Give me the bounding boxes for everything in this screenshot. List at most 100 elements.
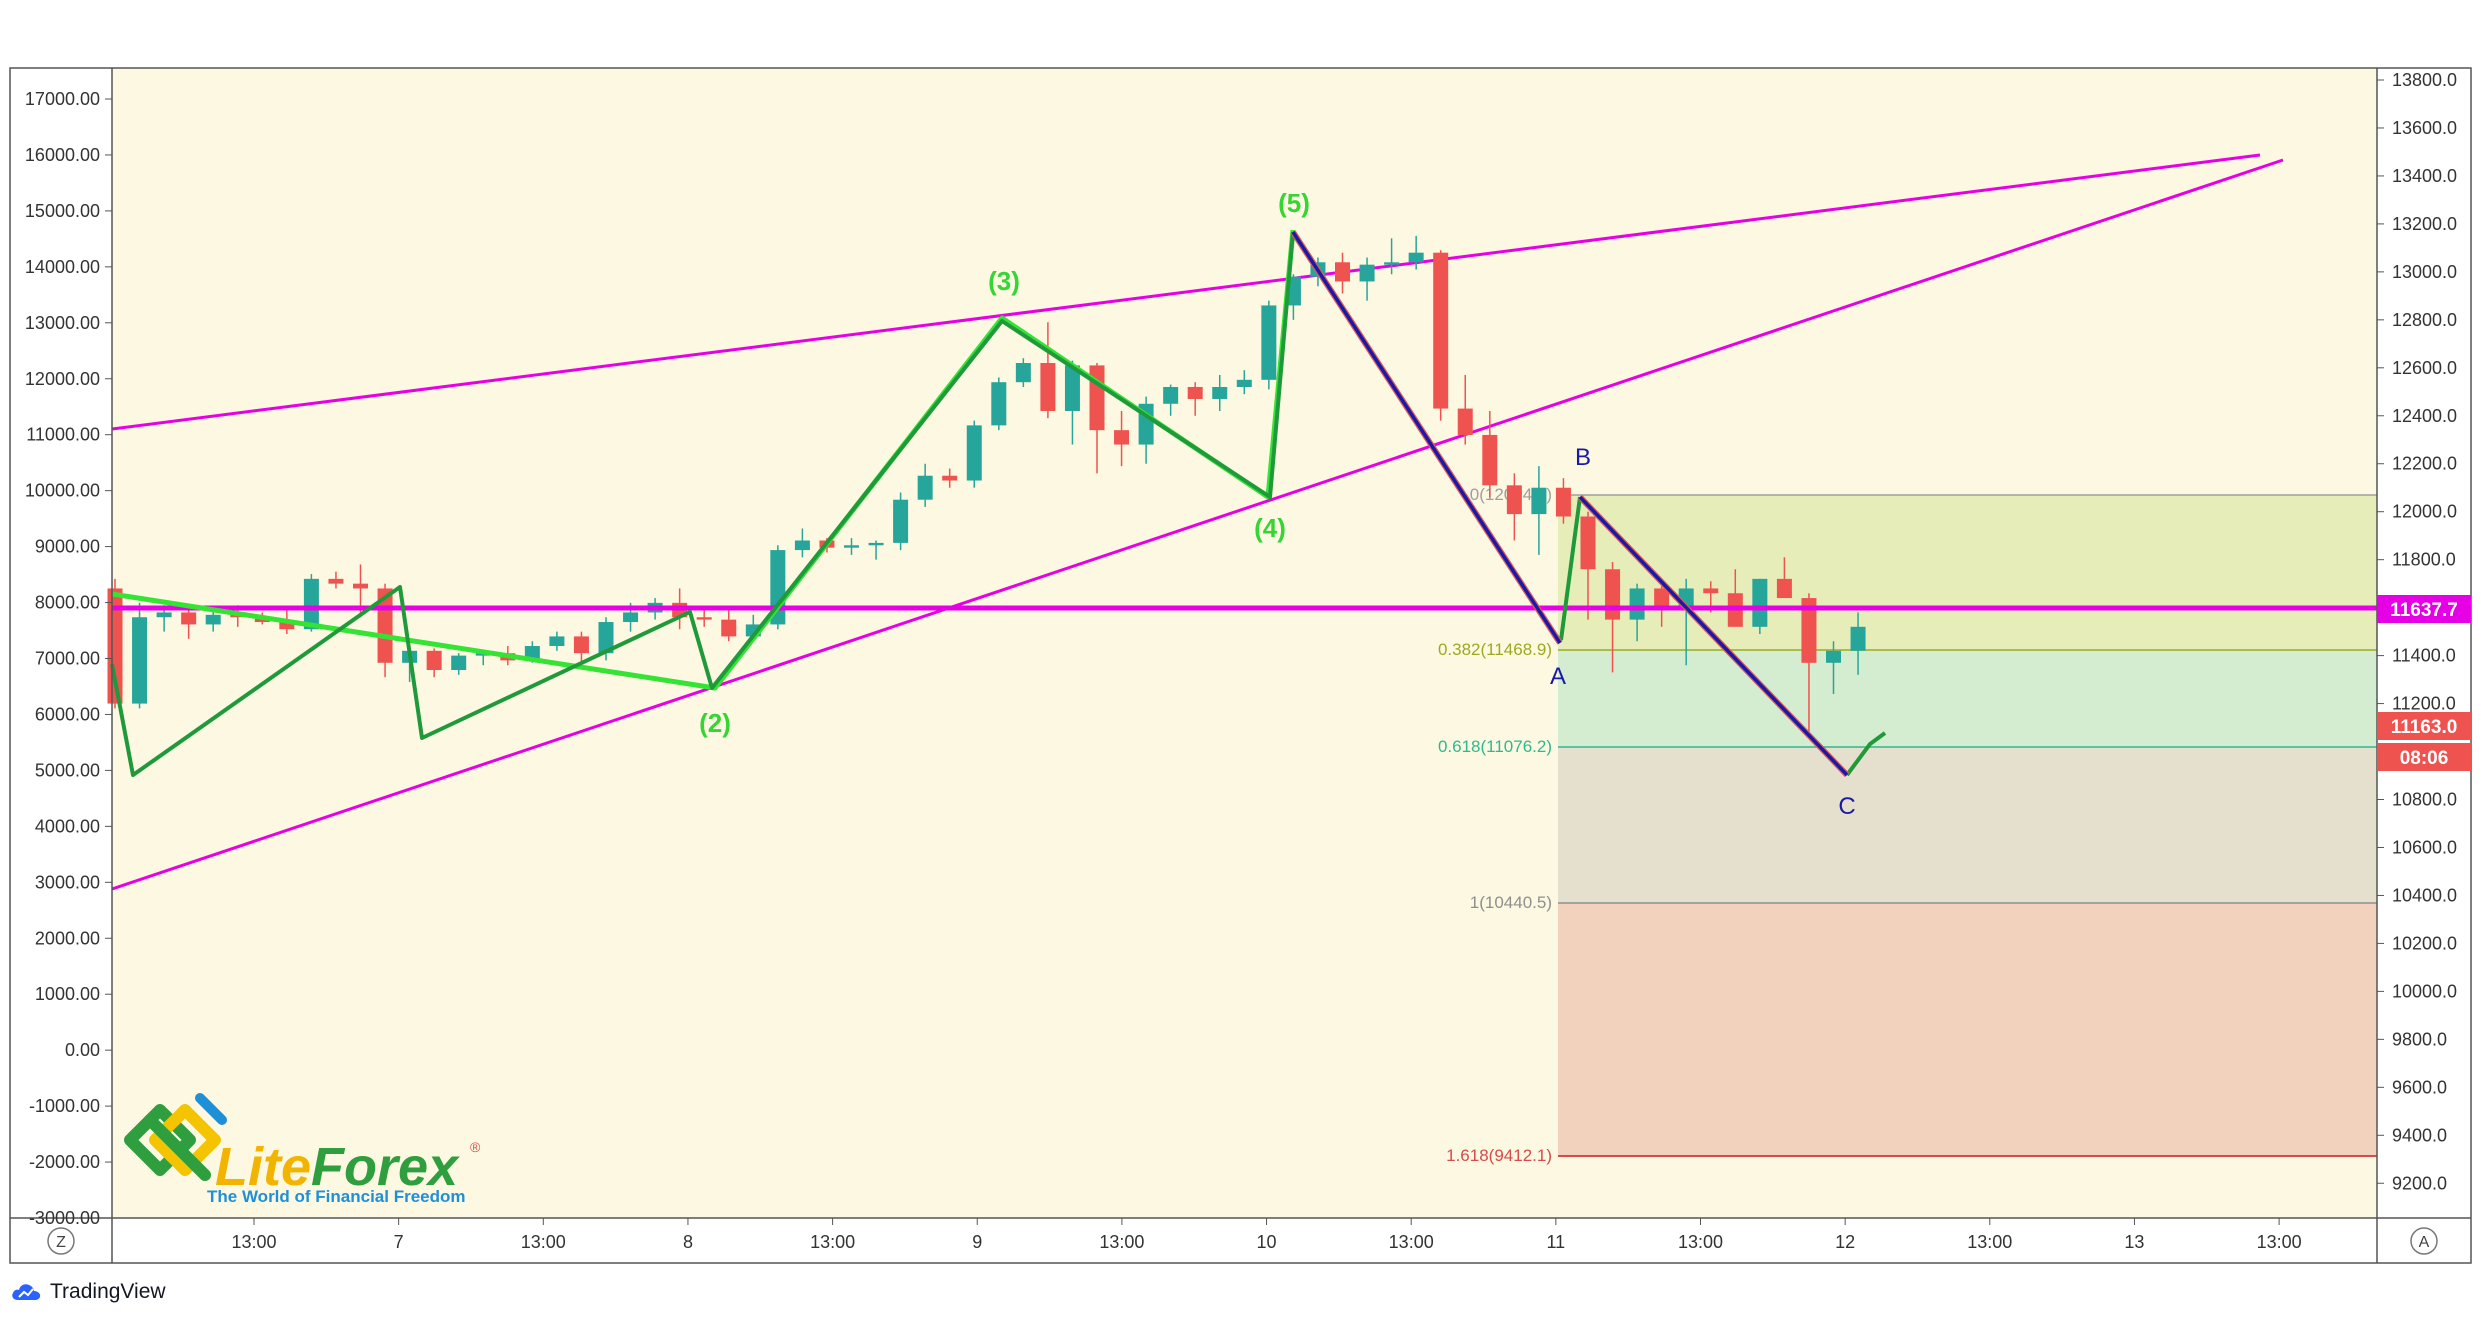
candle bbox=[1433, 250, 1449, 421]
left-axis-tick-label: 17000.00 bbox=[25, 89, 100, 109]
svg-text:®: ® bbox=[470, 1139, 481, 1155]
candle bbox=[1555, 478, 1571, 524]
time-axis[interactable]: 13:00 7 13:00 8 13:00 9 13:00 10 13:00 11 13:00 12 1… bbox=[231, 1218, 2302, 1252]
wave-c-tail-path[interactable] bbox=[1845, 731, 1887, 777]
candle-body bbox=[451, 655, 467, 670]
candle-body bbox=[1457, 408, 1473, 435]
right-axis-tick-label: 12600.0 bbox=[2392, 358, 2457, 378]
candle-body bbox=[623, 612, 639, 623]
time-axis-tick-label: 13:00 bbox=[1967, 1232, 2012, 1252]
candle-body bbox=[966, 425, 982, 481]
right-axis-tick-label: 10800.0 bbox=[2392, 790, 2457, 810]
candle-body bbox=[721, 619, 737, 637]
countdown-timer: 08:06 bbox=[2400, 748, 2449, 769]
candle bbox=[1580, 511, 1596, 620]
candle bbox=[573, 631, 589, 663]
candle bbox=[868, 540, 884, 560]
wave-label-3: (3) bbox=[988, 266, 1020, 296]
left-axis-tick-label: 13000.00 bbox=[25, 313, 100, 333]
wave-label-b: B bbox=[1575, 444, 1591, 471]
candle bbox=[1064, 360, 1080, 445]
candle-body bbox=[942, 475, 958, 481]
right-axis-tick-label: 9600.0 bbox=[2392, 1077, 2447, 1097]
right-axis-tick-label: 13400.0 bbox=[2392, 166, 2457, 186]
left-axis-tick-label: 9000.00 bbox=[35, 537, 100, 557]
wave-dark-path[interactable] bbox=[110, 231, 1295, 777]
svg-text:A: A bbox=[2419, 1234, 2430, 1251]
channel-lines[interactable] bbox=[111, 153, 2284, 891]
candle-body bbox=[1703, 588, 1719, 594]
candle bbox=[1457, 374, 1473, 445]
candle bbox=[1236, 370, 1252, 395]
tradingview-cloud-icon bbox=[12, 1284, 41, 1300]
candle-body bbox=[1752, 578, 1768, 627]
left-axis-tick-label: 14000.00 bbox=[25, 257, 100, 277]
fib-label-1618: 1.618(9412.1) bbox=[1446, 1146, 1552, 1165]
right-axis-tick-label: 12800.0 bbox=[2392, 310, 2457, 330]
candle-body bbox=[156, 612, 172, 618]
candle bbox=[1482, 410, 1498, 498]
candle-body bbox=[1654, 588, 1670, 611]
candle-body bbox=[303, 578, 319, 630]
right-axis-tick-label: 13200.0 bbox=[2392, 214, 2457, 234]
candle-body bbox=[696, 617, 712, 620]
candle-body bbox=[132, 617, 148, 704]
wave-labels: (2) (3) (4) (5) A B C bbox=[699, 188, 1856, 820]
elliott-wave[interactable] bbox=[110, 229, 1887, 777]
candle-body bbox=[1408, 252, 1424, 263]
fib-label-0618: 0.618(11076.2) bbox=[1438, 737, 1552, 756]
candle-body bbox=[1629, 588, 1645, 620]
liteforex-logo-icon bbox=[124, 1093, 227, 1181]
candle bbox=[1826, 641, 1841, 694]
candle bbox=[328, 571, 344, 589]
abc-correction[interactable] bbox=[1290, 230, 1850, 778]
left-axis-tick-label: 11000.00 bbox=[26, 425, 100, 445]
right-axis-tick-label: 12400.0 bbox=[2392, 406, 2457, 426]
svg-text:LiteForex: LiteForex bbox=[215, 1137, 460, 1197]
time-axis-tick-label: 7 bbox=[394, 1232, 404, 1252]
candle bbox=[721, 607, 737, 642]
channel-lower-line[interactable] bbox=[111, 158, 2284, 891]
svg-text:11163.0: 11163.0 bbox=[2391, 717, 2458, 738]
candle-body bbox=[328, 578, 344, 584]
auto-scale-button[interactable]: A bbox=[2410, 1227, 2438, 1255]
candle-body bbox=[1580, 516, 1596, 570]
candle bbox=[1114, 410, 1130, 467]
left-price-axis[interactable]: 17000.00 16000.00 15000.00 14000.00 13000.00… bbox=[25, 89, 112, 1228]
candle-body bbox=[1531, 487, 1547, 515]
right-axis-tick-label: 13600.0 bbox=[2392, 118, 2457, 138]
fibonacci-retracement[interactable]: 0(12094.6) 0.382(11468.9) 0.618(11076.2)… bbox=[1438, 485, 2377, 1165]
candle bbox=[893, 492, 909, 551]
left-scale-button[interactable]: Z bbox=[47, 1227, 75, 1255]
time-axis-tick-label: 11 bbox=[1547, 1232, 1566, 1252]
left-axis-tick-label: -3000.00 bbox=[29, 1208, 100, 1228]
wave-tail-path[interactable] bbox=[1559, 496, 1582, 641]
candle bbox=[991, 377, 1007, 431]
candle bbox=[1776, 557, 1792, 599]
right-price-axis[interactable]: 13800.0 13600.0 13400.0 13200.0 13000.0 12800… bbox=[2377, 70, 2457, 1193]
left-axis-tick-label: 5000.00 bbox=[35, 760, 100, 780]
candle-body bbox=[1433, 252, 1449, 409]
time-axis-tick-label: 13:00 bbox=[521, 1232, 566, 1252]
candle bbox=[1015, 358, 1031, 387]
candle bbox=[181, 607, 197, 639]
time-axis-tick-label: 13:00 bbox=[2257, 1232, 2302, 1252]
candle bbox=[966, 420, 982, 488]
wave-label-a: A bbox=[1550, 663, 1566, 690]
candle-body bbox=[1482, 434, 1498, 486]
candle-body bbox=[1187, 386, 1203, 399]
channel-upper-line[interactable] bbox=[111, 153, 2261, 431]
right-axis-tick-label: 9800.0 bbox=[2392, 1029, 2447, 1049]
left-axis-tick-label: 8000.00 bbox=[35, 593, 100, 613]
time-axis-tick-label: 8 bbox=[683, 1232, 693, 1252]
candle bbox=[1850, 612, 1866, 675]
right-axis-tick-label: 9400.0 bbox=[2392, 1125, 2447, 1145]
candle bbox=[1506, 473, 1522, 541]
tradingview-footer[interactable]: TradingView bbox=[10, 1275, 166, 1309]
time-axis-tick-label: 13:00 bbox=[1678, 1232, 1723, 1252]
candle bbox=[1359, 257, 1375, 301]
time-axis-tick-label: 13:00 bbox=[1389, 1232, 1434, 1252]
candle-body bbox=[1040, 363, 1056, 411]
left-axis-tick-label: 10000.00 bbox=[25, 481, 100, 501]
